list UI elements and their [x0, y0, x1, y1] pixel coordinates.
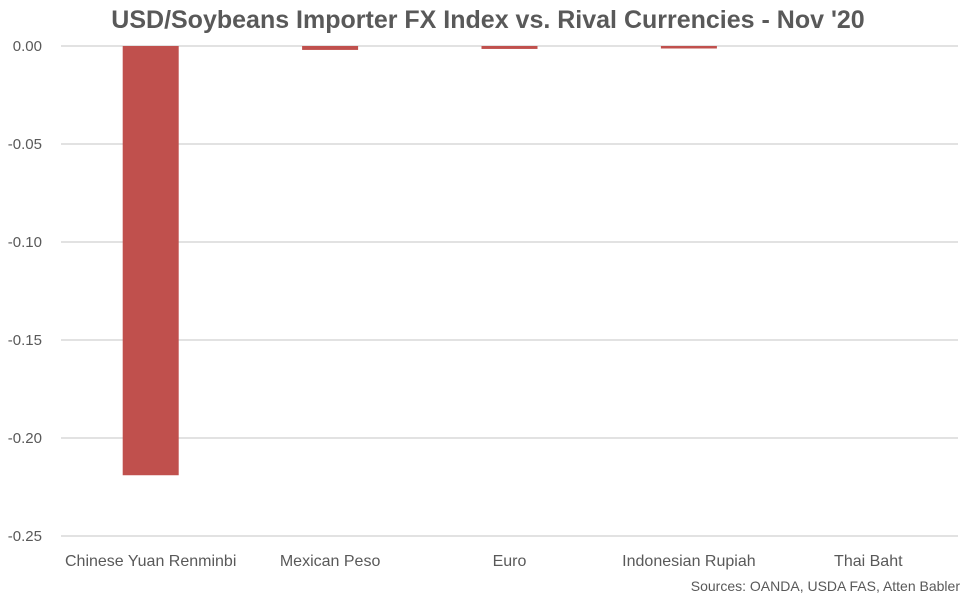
chart-title: USD/Soybeans Importer FX Index vs. Rival…	[111, 6, 865, 34]
y-tick-label: -0.15	[8, 332, 42, 349]
bar-chinese-yuan-renminbi	[122, 46, 179, 476]
bar-euro	[481, 46, 538, 49]
x-tick-label: Indonesian Rupiah	[622, 553, 755, 570]
y-tick-label: -0.05	[8, 136, 42, 153]
x-tick-label: Chinese Yuan Renminbi	[65, 553, 236, 570]
bars	[122, 46, 717, 476]
x-tick-label: Euro	[493, 553, 527, 570]
y-axis-ticks: 0.00 -0.05 -0.10 -0.15 -0.20 -0.25	[8, 38, 42, 545]
y-tick-label: -0.25	[8, 528, 42, 545]
source-note: Sources: OANDA, USDA FAS, Atten Babler	[690, 578, 960, 594]
x-tick-label: Mexican Peso	[280, 553, 381, 570]
bar-mexican-peso	[302, 46, 359, 50]
bar-indonesian-rupiah	[660, 46, 717, 49]
x-tick-label: Thai Baht	[834, 553, 903, 570]
gridlines	[61, 45, 958, 537]
y-tick-label: -0.20	[8, 430, 42, 447]
y-tick-label: -0.10	[8, 234, 42, 251]
y-tick-label: 0.00	[13, 38, 42, 55]
x-axis-ticks: Chinese Yuan Renminbi Mexican Peso Euro Ind…	[65, 553, 903, 570]
